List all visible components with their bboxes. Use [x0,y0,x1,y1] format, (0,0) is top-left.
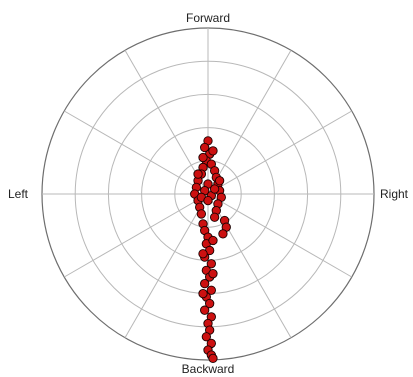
data-point [198,152,208,163]
data-point [200,305,210,315]
direction-label-left: Left [8,187,29,201]
data-point [218,229,228,239]
data-point [193,169,203,179]
data-point [209,212,220,222]
grid-spoke [124,49,209,195]
grid-spoke [207,193,292,339]
direction-label-backward: Backward [182,362,235,376]
data-point [203,195,213,206]
direction-label-forward: Forward [186,11,230,25]
grid-spoke [124,193,209,339]
data-point [206,259,216,269]
data-point [196,209,207,219]
data-point [198,249,208,259]
data-points [190,136,231,363]
data-point [209,184,220,194]
grid-spoke [207,49,292,195]
data-point [214,176,225,186]
data-point [208,146,218,156]
data-point [208,235,218,246]
data-point [200,142,210,153]
grid-spoke [207,193,353,278]
data-point [198,288,208,299]
data-point [200,278,210,289]
direction-label-right: Right [380,187,409,201]
grid-spoke [63,110,209,195]
data-point [206,285,216,295]
data-point [208,353,218,363]
grid-spoke [207,110,353,195]
data-point [208,269,218,279]
data-point [205,298,215,309]
grid-spoke [63,193,209,278]
data-point [201,332,211,342]
